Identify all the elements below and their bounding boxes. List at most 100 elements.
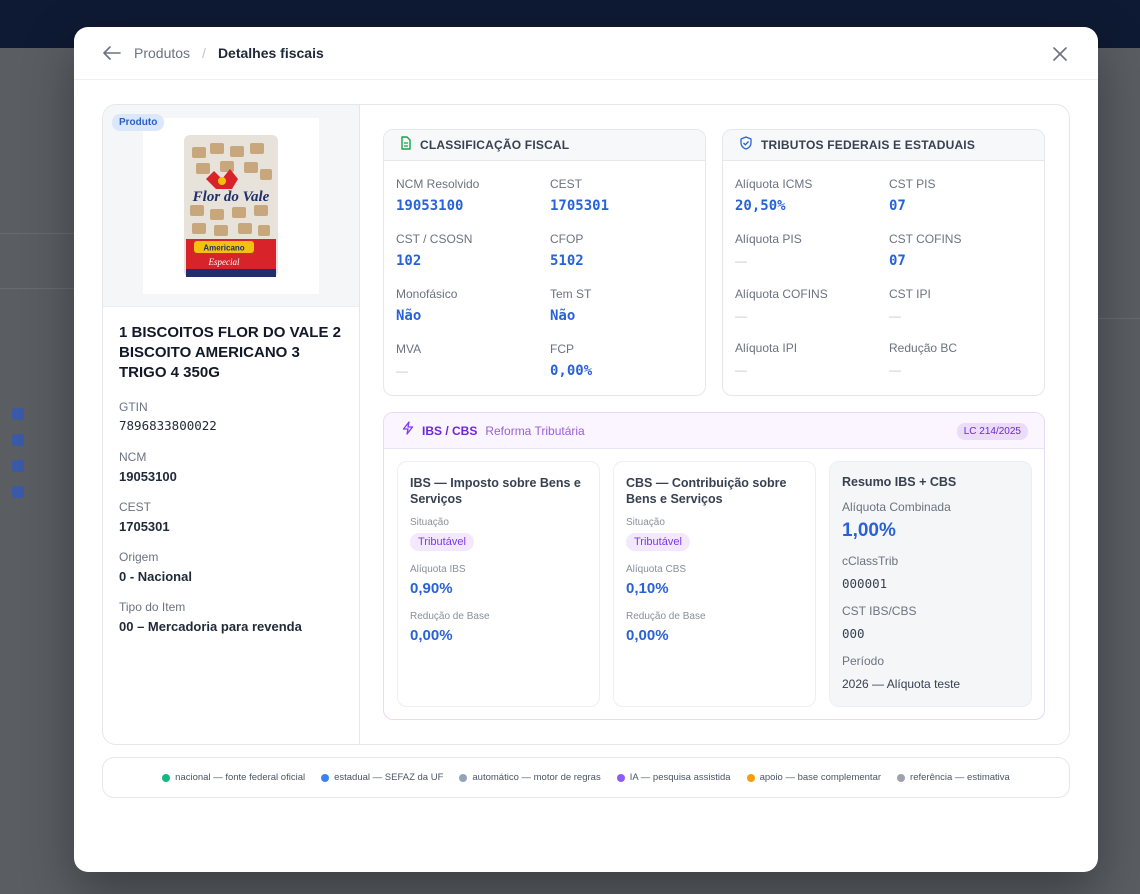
fiscal-content-card: Flor do Vale Americano Especial Produto … bbox=[102, 104, 1070, 745]
legend-label: referência — estimativa bbox=[910, 772, 1010, 783]
background-divider bbox=[0, 288, 74, 289]
origem-label: Origem bbox=[119, 550, 159, 564]
cfop-label: CFOP bbox=[550, 232, 584, 246]
shield-check-icon bbox=[739, 135, 753, 155]
legend-label: automático — motor de regras bbox=[472, 772, 601, 783]
reducao-bc-value: — bbox=[889, 363, 901, 377]
aliquota-icms-value: 20,50% bbox=[735, 198, 786, 214]
svg-text:Flor do Vale: Flor do Vale bbox=[192, 189, 270, 205]
cbs-card-title: CBS — Contribuição sobre Bens e Serviços bbox=[626, 476, 787, 506]
aliquota-ipi-value: — bbox=[735, 363, 747, 377]
monofasico-value: Não bbox=[396, 308, 422, 324]
fcp-value: 0,00% bbox=[550, 363, 593, 379]
legend-item-referencia: referência — estimativa bbox=[897, 772, 1010, 783]
product-name: 1 BISCOITOS FLOR DO VALE 2 BISCOITO AMER… bbox=[119, 324, 341, 381]
legend-label: estadual — SEFAZ da UF bbox=[334, 772, 444, 783]
origem-value: 0 - Nacional bbox=[119, 569, 192, 584]
background-checkbox bbox=[12, 460, 24, 472]
cbs-card: CBS — Contribuição sobre Bens e Serviços… bbox=[613, 461, 816, 707]
cst-pis-label: CST PIS bbox=[889, 177, 936, 191]
mva-label: MVA bbox=[396, 342, 422, 356]
cbs-aliquota-label: Alíquota CBS bbox=[626, 564, 687, 575]
fcp-label: FCP bbox=[550, 342, 574, 356]
cest-label: CEST bbox=[119, 500, 152, 514]
aliquota-ipi-label: Alíquota IPI bbox=[735, 341, 798, 355]
aliquota-pis-value: — bbox=[735, 254, 747, 268]
periodo-label: Período bbox=[842, 654, 885, 668]
cbs-reducao-label: Redução de Base bbox=[626, 611, 706, 622]
lightning-icon bbox=[402, 421, 414, 440]
ncm-resolvido-value: 19053100 bbox=[396, 198, 464, 214]
breadcrumb-separator: / bbox=[202, 45, 206, 61]
product-image-area: Flor do Vale Americano Especial Produto bbox=[103, 105, 359, 307]
background-divider bbox=[0, 233, 74, 234]
classificacao-fiscal-header: CLASSIFICAÇÃO FISCAL bbox=[384, 130, 705, 161]
ibs-card: IBS — Imposto sobre Bens e Serviços Situ… bbox=[397, 461, 600, 707]
background-checkbox bbox=[12, 408, 24, 420]
legend-label: apoio — base complementar bbox=[759, 772, 882, 783]
product-summary-column: Flor do Vale Americano Especial Produto … bbox=[103, 105, 360, 744]
legend-label: IA — pesquisa assistida bbox=[629, 772, 731, 783]
aliquota-pis-label: Alíquota PIS bbox=[735, 232, 802, 246]
breadcrumb-current: Detalhes fiscais bbox=[217, 45, 324, 61]
ibs-aliquota-value: 0,90% bbox=[410, 580, 453, 597]
aliquota-combinada-value: 1,00% bbox=[842, 520, 896, 541]
classificacao-fiscal-title: CLASSIFICAÇÃO FISCAL bbox=[420, 138, 570, 152]
monofasico-label: Monofásico bbox=[396, 287, 458, 301]
ibs-cbs-subtitle: Reforma Tributária bbox=[485, 423, 585, 438]
ncm-label: NCM bbox=[119, 450, 147, 464]
cst-ibs-cbs-value: 000 bbox=[842, 626, 865, 641]
modal-header: Produtos / Detalhes fiscais bbox=[74, 27, 1098, 80]
legend-dot bbox=[897, 773, 906, 782]
legend-item-nacional: nacional — fonte federal oficial bbox=[162, 772, 305, 783]
ibs-situacao-label: Situação bbox=[410, 517, 449, 528]
aliquota-cofins-label: Alíquota COFINS bbox=[735, 287, 828, 301]
legend-item-apoio: apoio — base complementar bbox=[746, 772, 882, 783]
arrow-left-icon[interactable] bbox=[102, 43, 122, 63]
svg-text:Especial: Especial bbox=[208, 257, 240, 267]
reducao-bc-label: Redução BC bbox=[889, 341, 958, 355]
tipo-item-label: Tipo do Item bbox=[119, 600, 186, 614]
breadcrumb-produtos[interactable]: Produtos bbox=[134, 45, 191, 61]
cclasstrib-value: 000001 bbox=[842, 576, 888, 591]
source-legend: nacional — fonte federal oficial estadua… bbox=[102, 757, 1070, 798]
cest-value: 1705301 bbox=[119, 519, 170, 534]
aliquota-cofins-value: — bbox=[735, 309, 747, 323]
lc-badge: LC 214/2025 bbox=[956, 423, 1028, 440]
aliquota-combinada-label: Alíquota Combinada bbox=[842, 500, 951, 514]
product-package-graphic: Flor do Vale Americano Especial bbox=[184, 135, 278, 277]
cest-label: CEST bbox=[550, 177, 583, 191]
close-icon[interactable] bbox=[1050, 44, 1070, 64]
ncm-resolvido-label: NCM Resolvido bbox=[396, 177, 480, 191]
product-image: Flor do Vale Americano Especial bbox=[143, 118, 319, 294]
ibs-situacao-badge: Tributável bbox=[410, 533, 474, 551]
fiscal-details-modal: Produtos / Detalhes fiscais bbox=[74, 27, 1098, 872]
cbs-aliquota-value: 0,10% bbox=[626, 580, 669, 597]
legend-item-ia: IA — pesquisa assistida bbox=[616, 772, 731, 783]
tributos-panel: TRIBUTOS FEDERAIS E ESTADUAIS Alíquota I… bbox=[722, 129, 1045, 396]
cst-ipi-label: CST IPI bbox=[889, 287, 931, 301]
ncm-value: 19053100 bbox=[119, 469, 177, 484]
cbs-situacao-badge: Tributável bbox=[626, 533, 690, 551]
cest-value: 1705301 bbox=[550, 198, 610, 214]
legend-dot bbox=[162, 773, 171, 782]
tem-st-label: Tem ST bbox=[550, 287, 592, 301]
cst-cofins-value: 07 bbox=[889, 253, 906, 269]
legend-item-estadual: estadual — SEFAZ da UF bbox=[321, 772, 443, 783]
ibs-reducao-label: Redução de Base bbox=[410, 611, 490, 622]
resumo-ibs-cbs-card: Resumo IBS + CBS Alíquota Combinada 1,00… bbox=[829, 461, 1032, 707]
ibs-cbs-title: IBS / CBS bbox=[422, 423, 478, 438]
cst-csosn-label: CST / CSOSN bbox=[396, 232, 473, 246]
ibs-card-title: IBS — Imposto sobre Bens e Serviços bbox=[410, 476, 581, 506]
cst-csosn-value: 102 bbox=[396, 253, 422, 269]
ibs-cbs-header: IBS / CBS Reforma Tributária LC 214/2025 bbox=[384, 413, 1044, 449]
ibs-cbs-panel: IBS / CBS Reforma Tributária LC 214/2025… bbox=[383, 412, 1045, 720]
cst-pis-value: 07 bbox=[889, 198, 906, 214]
legend-dot bbox=[321, 773, 330, 782]
legend-dot bbox=[616, 773, 625, 782]
resumo-title: Resumo IBS + CBS bbox=[842, 475, 957, 489]
gtin-value: 7896833800022 bbox=[119, 418, 217, 433]
ibs-aliquota-label: Alíquota IBS bbox=[410, 564, 466, 575]
cbs-situacao-label: Situação bbox=[626, 517, 665, 528]
background-divider bbox=[1098, 318, 1140, 319]
